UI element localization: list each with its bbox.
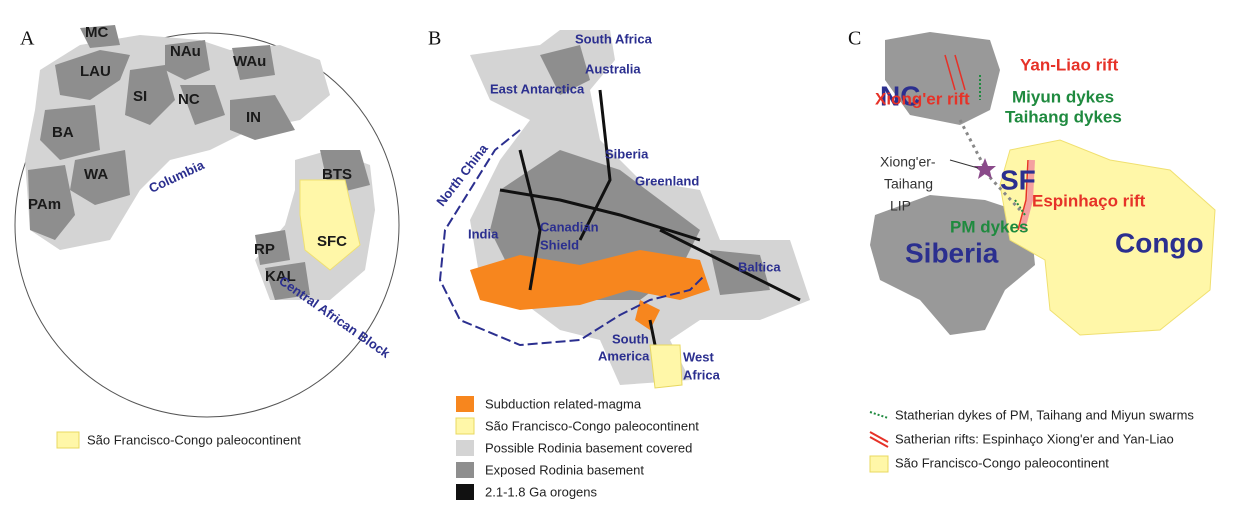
legend-label: São Francisco-Congo paleocontinent	[895, 455, 1109, 470]
legend-label: São Francisco-Congo paleocontinent	[485, 418, 699, 433]
map-label: South Africa	[575, 31, 653, 46]
map-label: America	[598, 348, 650, 363]
map-label: SF	[1000, 164, 1036, 195]
map-label: India	[468, 226, 499, 241]
map-label: LAU	[80, 63, 111, 80]
map-label: WA	[84, 166, 108, 183]
map-label: IN	[246, 109, 261, 126]
legend-label: Possible Rodinia basement covered	[485, 440, 692, 455]
map-label: NC	[178, 91, 200, 108]
map-label: Shield	[540, 237, 579, 252]
legend-label: São Francisco-Congo paleocontinent	[87, 432, 301, 447]
map-label: Siberia	[905, 237, 999, 268]
panel-label: B	[428, 28, 441, 50]
map-label: South	[612, 331, 649, 346]
map-label: Australia	[585, 61, 641, 76]
map-label: Congo	[1115, 227, 1204, 258]
map-label: WAu	[233, 53, 266, 70]
legend-label: Subduction related-magma	[485, 396, 642, 411]
map-label: MC	[85, 24, 108, 41]
map-label: Baltica	[738, 259, 781, 274]
map-label: Canadian	[540, 219, 599, 234]
panel-c-map	[869, 32, 1216, 473]
map-label: Taihang	[884, 176, 933, 192]
map-label: NAu	[170, 43, 201, 60]
panel-b-map	[438, 30, 810, 500]
legend-label: Satherian rifts: Espinhaço Xiong'er and …	[895, 431, 1174, 446]
panel-label: A	[20, 28, 35, 50]
panel-label: C	[848, 28, 861, 50]
map-label: Miyun dykes	[1012, 87, 1114, 106]
legend-label: Statherian dykes of PM, Taihang and Miyu…	[895, 407, 1194, 422]
map-label: PM dykes	[950, 217, 1028, 236]
map-label: Siberia	[605, 146, 649, 161]
map-label: West	[683, 349, 714, 364]
map-label: PAm	[28, 196, 61, 213]
map-label: NC	[880, 80, 920, 111]
map-label: Taihang dykes	[1005, 107, 1122, 126]
map-label: Xiong'er-	[880, 154, 936, 170]
map-label: Espinhaço rift	[1032, 191, 1146, 210]
legend-label: Exposed Rodinia basement	[485, 462, 644, 477]
map-label: East Antarctica	[490, 81, 585, 96]
map-label: Yan-Liao rift	[1020, 55, 1119, 74]
map-label: Xiong'er rift	[875, 89, 970, 108]
panel-a-map	[14, 25, 400, 449]
map-label: Greenland	[635, 173, 699, 188]
map-label: BA	[52, 124, 74, 141]
map-label: SI	[133, 88, 147, 105]
map-label: Africa	[683, 367, 721, 382]
map-label: BTS	[322, 166, 352, 183]
map-label: RP	[254, 241, 275, 258]
map-label: KAL	[265, 268, 296, 285]
map-label: SFC	[317, 233, 347, 250]
legend-label: 2.1-1.8 Ga orogens	[485, 484, 598, 499]
map-label: LIP	[890, 198, 911, 214]
